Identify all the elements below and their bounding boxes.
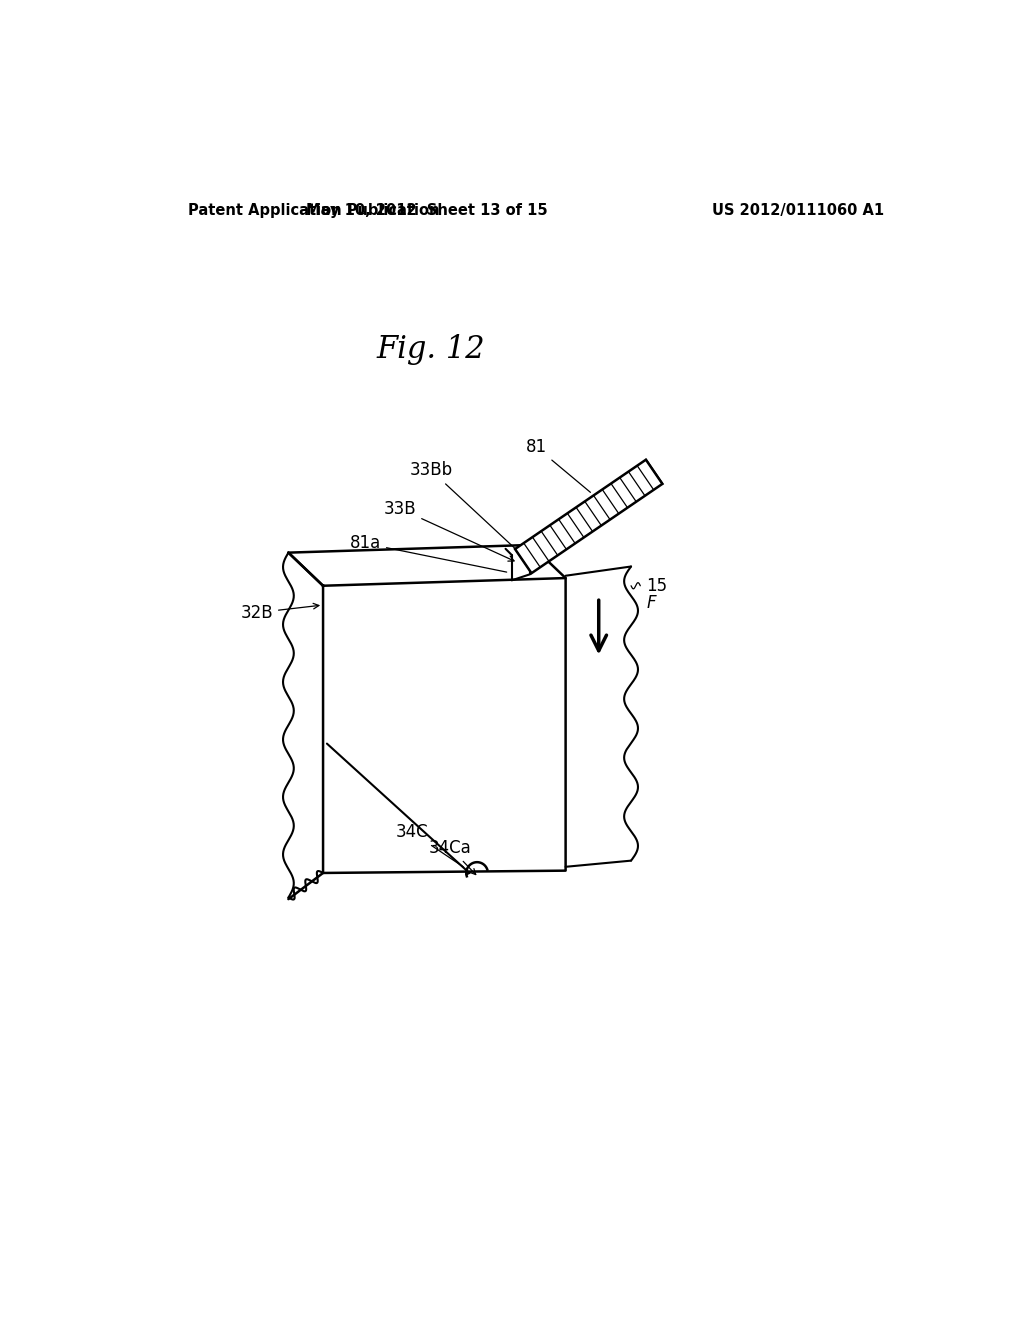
Text: 34C: 34C [395,824,463,867]
Text: 33Bb: 33Bb [410,461,516,549]
Text: 81: 81 [525,438,591,492]
Text: F: F [646,594,656,612]
Text: 81a: 81a [350,535,507,572]
Text: 15: 15 [646,577,668,595]
Text: Patent Application Publication: Patent Application Publication [188,203,440,218]
Text: 32B: 32B [241,603,318,622]
Text: 34Ca: 34Ca [429,838,476,875]
Polygon shape [515,459,663,573]
Text: Fig. 12: Fig. 12 [377,334,485,364]
Text: 33B: 33B [384,500,514,561]
Text: US 2012/0111060 A1: US 2012/0111060 A1 [712,203,884,218]
Text: May 10, 2012  Sheet 13 of 15: May 10, 2012 Sheet 13 of 15 [306,203,548,218]
